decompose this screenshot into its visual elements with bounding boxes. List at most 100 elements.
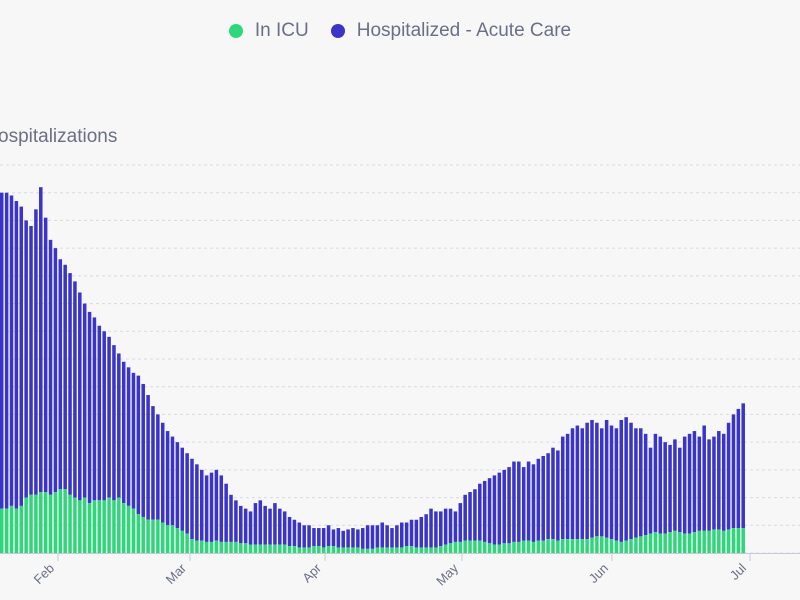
bar-acute-care[interactable] [48, 239, 53, 495]
bar-acute-care[interactable] [351, 528, 355, 548]
bar-icu[interactable] [243, 543, 248, 553]
bar-icu[interactable] [458, 541, 463, 553]
bar-acute-care[interactable] [43, 217, 48, 493]
bar-icu[interactable] [424, 547, 428, 553]
bar-acute-care[interactable] [19, 206, 24, 506]
bar-icu[interactable] [517, 541, 521, 553]
bar-acute-care[interactable] [653, 433, 658, 533]
bar-acute-care[interactable] [731, 414, 736, 529]
bar-icu[interactable] [214, 540, 219, 553]
bar-icu[interactable] [209, 541, 214, 553]
bar-acute-care[interactable] [146, 395, 150, 520]
bar-acute-care[interactable] [682, 436, 687, 534]
bar-acute-care[interactable] [580, 428, 584, 540]
bar-icu[interactable] [19, 505, 24, 553]
bar-acute-care[interactable] [224, 483, 228, 542]
bar-acute-care[interactable] [63, 264, 67, 490]
bar-icu[interactable] [39, 492, 43, 553]
bar-acute-care[interactable] [165, 431, 170, 526]
bar-icu[interactable] [434, 547, 438, 553]
bar-icu[interactable] [570, 539, 575, 553]
bar-icu[interactable] [385, 547, 389, 553]
bar-acute-care[interactable] [214, 469, 219, 541]
bar-icu[interactable] [321, 547, 326, 553]
bar-acute-care[interactable] [595, 422, 599, 537]
bar-icu[interactable] [468, 540, 472, 553]
bar-icu[interactable] [380, 547, 384, 553]
legend-item-icu[interactable]: In ICU [228, 20, 309, 42]
bar-icu[interactable] [165, 525, 170, 553]
bar-icu[interactable] [117, 497, 121, 553]
bar-icu[interactable] [595, 536, 599, 553]
bar-icu[interactable] [590, 537, 594, 553]
bar-icu[interactable] [14, 508, 19, 553]
bar-acute-care[interactable] [82, 303, 87, 498]
bar-icu[interactable] [658, 533, 663, 553]
bar-icu[interactable] [536, 540, 541, 553]
bar-acute-care[interactable] [512, 461, 516, 542]
bar-acute-care[interactable] [575, 425, 580, 540]
bar-icu[interactable] [721, 530, 726, 553]
bar-icu[interactable] [87, 503, 92, 553]
bar-acute-care[interactable] [175, 442, 180, 529]
bar-icu[interactable] [736, 528, 741, 553]
bar-icu[interactable] [360, 548, 365, 553]
bar-acute-care[interactable] [126, 367, 131, 506]
bar-icu[interactable] [102, 500, 106, 553]
bar-acute-care[interactable] [292, 519, 297, 547]
bar-acute-care[interactable] [336, 528, 341, 548]
bar-acute-care[interactable] [531, 464, 536, 542]
bar-acute-care[interactable] [282, 511, 287, 545]
bar-acute-care[interactable] [204, 475, 209, 542]
bar-acute-care[interactable] [526, 461, 531, 541]
bar-acute-care[interactable] [648, 447, 653, 534]
bar-acute-care[interactable] [565, 433, 570, 540]
bar-icu[interactable] [663, 533, 667, 553]
bar-icu[interactable] [643, 534, 648, 553]
bar-acute-care[interactable] [609, 425, 614, 540]
bar-icu[interactable] [365, 548, 370, 553]
bar-icu[interactable] [53, 492, 58, 553]
bar-icu[interactable] [502, 543, 506, 553]
bar-icu[interactable] [331, 546, 336, 553]
bar-icu[interactable] [43, 492, 48, 553]
bar-acute-care[interactable] [229, 494, 233, 542]
bar-acute-care[interactable] [712, 436, 716, 530]
bar-acute-care[interactable] [604, 419, 609, 538]
bar-acute-care[interactable] [112, 345, 116, 501]
bar-icu[interactable] [600, 536, 604, 553]
bar-acute-care[interactable] [9, 195, 14, 506]
bar-icu[interactable] [580, 539, 584, 553]
bar-acute-care[interactable] [234, 500, 238, 542]
bar-acute-care[interactable] [556, 450, 560, 541]
bar-acute-care[interactable] [702, 425, 706, 531]
bar-acute-care[interactable] [73, 281, 77, 498]
bar-icu[interactable] [170, 525, 175, 553]
bar-icu[interactable] [463, 540, 467, 553]
bar-acute-care[interactable] [248, 511, 253, 545]
bar-icu[interactable] [356, 547, 360, 553]
bar-acute-care[interactable] [0, 192, 4, 509]
bar-acute-care[interactable] [273, 503, 277, 545]
bar-acute-care[interactable] [190, 458, 194, 540]
bar-acute-care[interactable] [409, 519, 414, 547]
bar-icu[interactable] [673, 530, 677, 553]
bar-acute-care[interactable] [370, 525, 375, 549]
bar-acute-care[interactable] [34, 209, 38, 495]
bar-icu[interactable] [336, 547, 341, 553]
bar-acute-care[interactable] [453, 511, 458, 542]
legend-item-acute[interactable]: Hospitalized - Acute Care [330, 20, 571, 42]
bar-icu[interactable] [473, 540, 477, 553]
bar-acute-care[interactable] [673, 439, 677, 531]
bar-acute-care[interactable] [312, 528, 316, 547]
bar-acute-care[interactable] [53, 248, 58, 493]
bar-acute-care[interactable] [97, 325, 102, 501]
bar-icu[interactable] [731, 528, 736, 553]
bar-acute-care[interactable] [707, 439, 711, 531]
bar-icu[interactable] [717, 529, 721, 553]
bar-icu[interactable] [224, 541, 228, 553]
bar-icu[interactable] [556, 540, 560, 553]
bar-acute-care[interactable] [736, 408, 741, 529]
bar-acute-care[interactable] [4, 192, 9, 509]
bar-icu[interactable] [312, 546, 316, 553]
